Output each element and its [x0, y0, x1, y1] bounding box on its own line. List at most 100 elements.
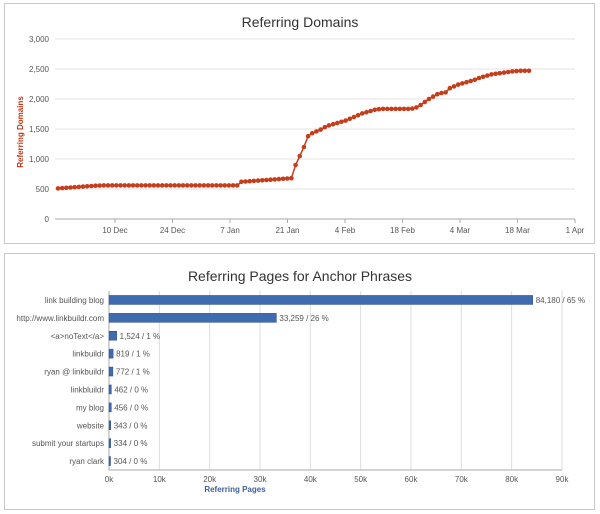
bar [108, 348, 114, 359]
data-point [201, 183, 207, 188]
data-label: 456 / 0 % [114, 403, 148, 412]
bar [108, 313, 277, 323]
data-point [168, 183, 173, 188]
data-point [289, 175, 294, 181]
data-point [239, 179, 244, 185]
x-tick-label: 4 Feb [335, 226, 356, 235]
data-point [64, 185, 69, 191]
data-point [501, 70, 507, 75]
data-point [364, 109, 369, 115]
data-point [143, 183, 148, 188]
data-point [126, 183, 132, 188]
data-point [389, 106, 394, 112]
data-point [276, 176, 282, 182]
x-tick-label: 10 Dec [102, 226, 127, 235]
y-tick-label: 2,000 [29, 95, 50, 104]
data-point [334, 120, 340, 126]
data-point [380, 106, 386, 112]
data-point [368, 108, 373, 114]
data-point [89, 183, 94, 189]
data-point [339, 119, 344, 125]
x-tick-label: 60k [405, 475, 419, 484]
data-point [493, 71, 498, 77]
data-point [180, 183, 186, 188]
data-point [234, 183, 240, 188]
data-point [485, 73, 490, 78]
data-point [439, 90, 444, 96]
bar [108, 384, 112, 395]
y-tick-label: 1,500 [29, 125, 50, 134]
y-tick-label: 3,000 [29, 35, 50, 44]
data-point [514, 68, 519, 74]
x-tick-label: 30k [254, 475, 268, 484]
data-label: 343 / 0 % [114, 421, 148, 430]
x-tick-label: 10k [153, 475, 167, 484]
bar [108, 295, 533, 305]
data-point [468, 78, 473, 84]
data-point [393, 106, 398, 112]
data-point [259, 178, 265, 183]
data-point [397, 106, 403, 112]
data-point [230, 183, 236, 188]
x-axis-label: Referring Pages [204, 485, 266, 494]
data-point [297, 153, 303, 159]
data-point [80, 184, 86, 189]
bar [108, 456, 111, 466]
data-point [309, 130, 315, 136]
data-label: 772 / 1 % [116, 368, 150, 377]
x-tick-label: 20k [203, 475, 217, 484]
data-point [205, 183, 211, 188]
data-point [101, 183, 107, 188]
data-point [435, 91, 440, 97]
category-label: my blog [76, 403, 104, 412]
data-point [472, 77, 478, 83]
data-point [93, 183, 98, 188]
data-point [451, 84, 457, 89]
x-tick-label: 18 Feb [390, 226, 415, 235]
data-point [118, 183, 123, 188]
data-point [272, 177, 278, 182]
category-label: linkbluildr [71, 385, 105, 394]
data-point [176, 183, 182, 188]
data-point [193, 183, 198, 188]
x-tick-label: 0k [105, 475, 114, 484]
x-tick-label: 18 Mar [505, 226, 530, 235]
data-point [518, 68, 523, 74]
data-label: 462 / 0 % [114, 385, 148, 394]
data-point [134, 183, 140, 188]
chart-title: Referring Pages for Anchor Phrases [188, 268, 412, 284]
anchor-phrases-chart: Referring Pages for Anchor Phrases 0k 10k… [16, 268, 585, 494]
data-point [301, 144, 307, 150]
category-label: website [76, 421, 105, 430]
data-point [164, 183, 169, 188]
data-point [355, 112, 361, 118]
data-point [414, 105, 419, 110]
data-point [55, 186, 61, 191]
data-point [455, 82, 461, 87]
referring-domains-panel: Referring Domains Referring Domains 0 500… [4, 3, 595, 244]
data-point [359, 111, 365, 116]
data-point [447, 85, 453, 91]
data-point [418, 102, 423, 108]
data-point [326, 123, 332, 128]
bar [108, 438, 111, 448]
data-point [305, 133, 311, 139]
series-line [57, 70, 529, 190]
data-point [284, 176, 290, 181]
data-point [476, 75, 482, 81]
data-point [460, 81, 465, 86]
x-tick-label: 4 Mar [450, 226, 471, 235]
data-point [268, 177, 273, 182]
category-label: ryan clark [69, 457, 105, 466]
data-point [314, 129, 319, 134]
data-point [409, 106, 415, 111]
x-tick-label: 80k [505, 475, 519, 484]
data-point [464, 79, 469, 85]
category-label: http://www.linkbuildr.com [16, 314, 104, 323]
x-tick-label: 24 Dec [160, 226, 185, 235]
data-point [480, 74, 486, 80]
data-point [122, 183, 127, 188]
data-point [401, 106, 407, 112]
data-point [430, 94, 436, 99]
data-point [147, 183, 152, 188]
